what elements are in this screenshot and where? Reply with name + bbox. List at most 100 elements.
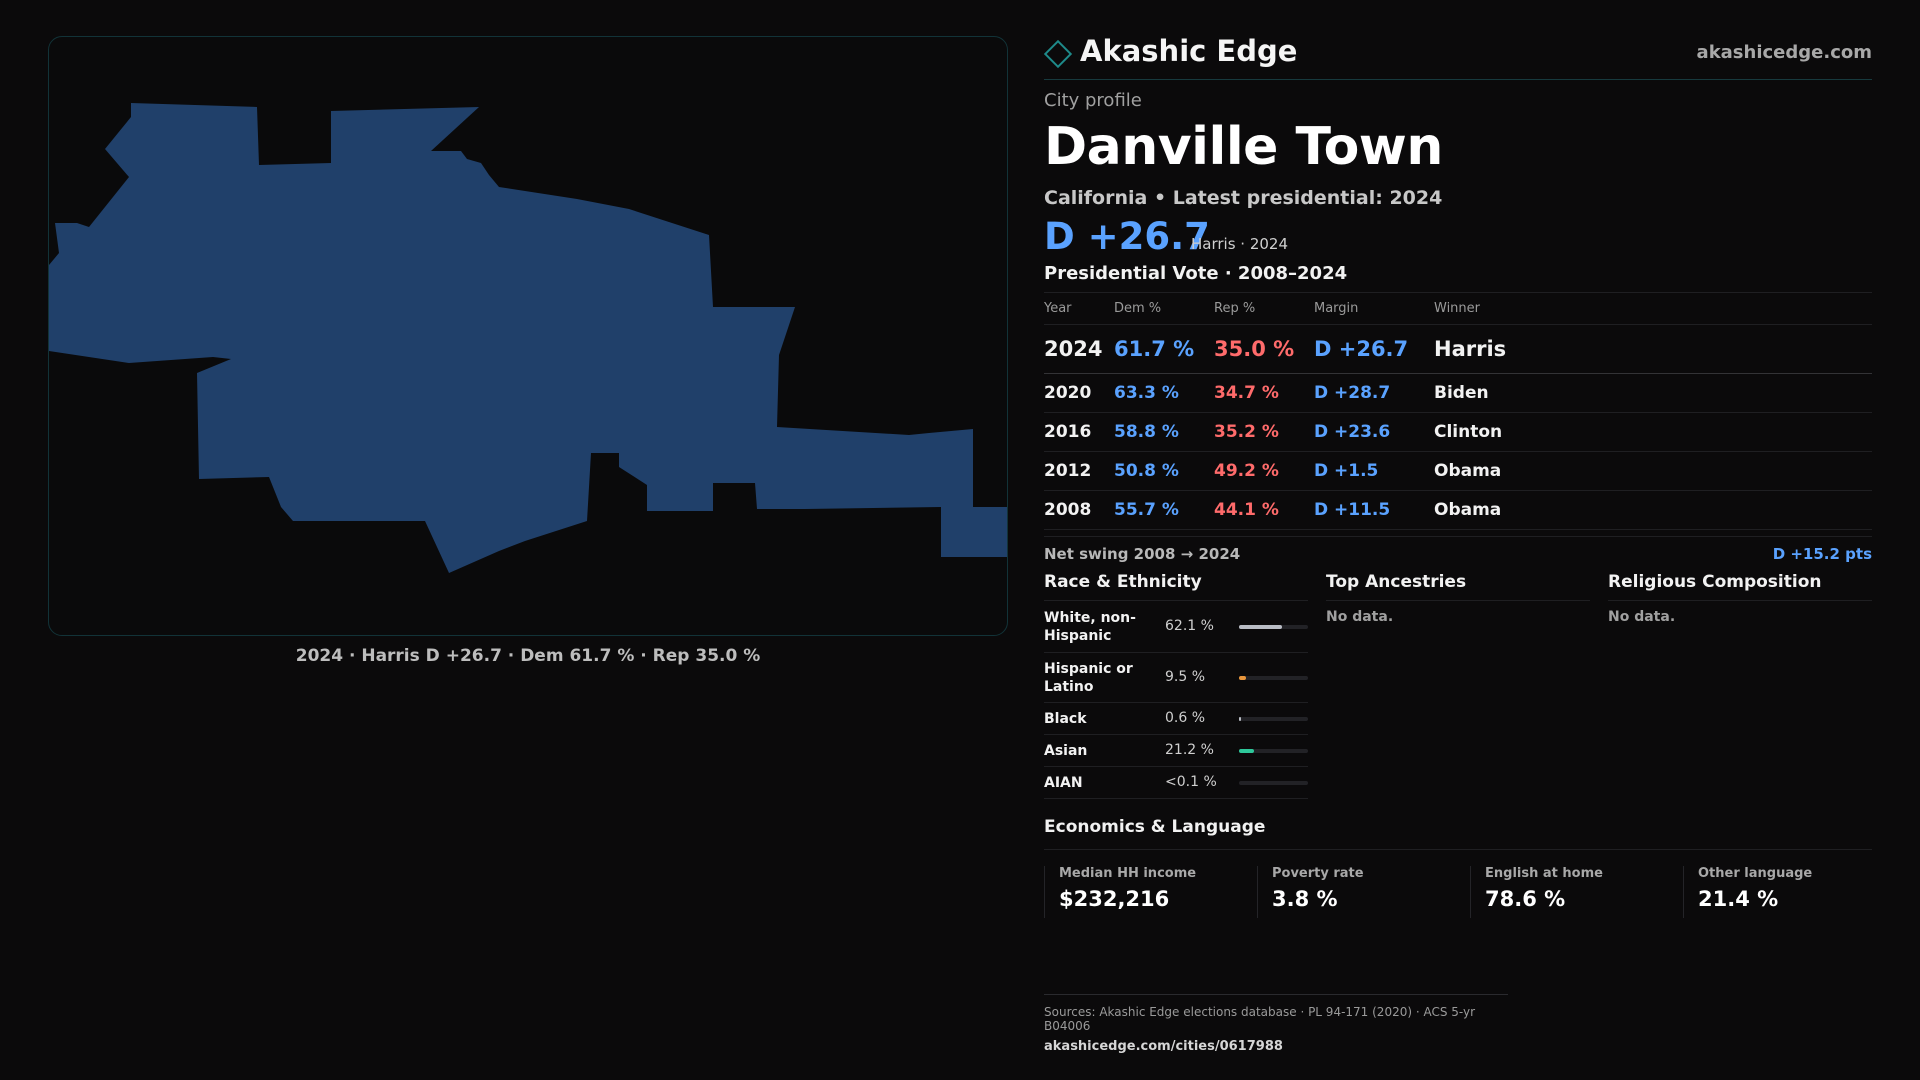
year-cell: 2008 xyxy=(1044,490,1114,530)
table-row: 2020 63.3 % 34.7 % D +28.7 Biden xyxy=(1044,373,1872,413)
brand-url-link[interactable]: akashicedge.com xyxy=(1696,42,1872,63)
rep-cell: 49.2 % xyxy=(1214,451,1314,491)
econ-cell-income: Median HH income $232,216 xyxy=(1044,866,1251,918)
margin-cell: D +23.6 xyxy=(1314,412,1434,452)
headline-margin-meta: Harris · 2024 xyxy=(1191,235,1289,253)
profile-panel: Akashic Edge akashicedge.com City profil… xyxy=(1043,30,1872,926)
dem-cell: 58.8 % xyxy=(1114,412,1214,452)
ancestries-section: Top Ancestries No data. xyxy=(1326,572,1590,625)
page-subtitle: California • Latest presidential: 2024 xyxy=(1044,187,1443,209)
race-row-asian: Asian 21.2 % xyxy=(1044,735,1308,767)
race-row-aian: AIAN <0.1 % xyxy=(1044,767,1308,799)
religion-title: Religious Composition xyxy=(1608,572,1872,601)
econ-value: 78.6 % xyxy=(1485,887,1566,911)
race-label: AIAN xyxy=(1044,775,1083,791)
brand-name: Akashic Edge xyxy=(1080,34,1298,68)
race-ethnicity-title: Race & Ethnicity xyxy=(1044,572,1308,601)
econ-cell-other-language: Other language 21.4 % xyxy=(1683,866,1890,918)
winner-cell: Biden xyxy=(1434,373,1872,413)
demographics-grid: Race & Ethnicity White, non-Hispanic 62.… xyxy=(1044,572,1872,817)
rep-cell: 34.7 % xyxy=(1214,373,1314,413)
year-cell: 2012 xyxy=(1044,451,1114,491)
brand-header: Akashic Edge akashicedge.com xyxy=(1043,30,1872,80)
presidential-section-title: Presidential Vote · 2008–2024 xyxy=(1044,263,1872,293)
religion-section: Religious Composition No data. xyxy=(1608,572,1872,625)
year-cell: 2024 xyxy=(1044,324,1114,374)
econ-value: 3.8 % xyxy=(1272,887,1338,911)
race-label: Asian xyxy=(1044,743,1088,759)
winner-cell: Obama xyxy=(1434,451,1872,491)
map-caption: 2024 · Harris D +26.7 · Dem 61.7 % · Rep… xyxy=(295,646,761,666)
headline-margin: D +26.7 Harris · 2024 xyxy=(1044,215,1872,261)
race-value: <0.1 % xyxy=(1165,774,1217,790)
rep-cell: 35.0 % xyxy=(1214,324,1314,374)
column-header-dem: Dem % xyxy=(1114,293,1214,325)
sources-footer: Sources: Akashic Edge elections database… xyxy=(1044,994,1508,1054)
economics-grid: Median HH income $232,216 Poverty rate 3… xyxy=(1044,866,1872,926)
margin-cell: D +28.7 xyxy=(1314,373,1434,413)
econ-cell-poverty: Poverty rate 3.8 % xyxy=(1257,866,1464,918)
rep-cell: 35.2 % xyxy=(1214,412,1314,452)
econ-cell-english: English at home 78.6 % xyxy=(1470,866,1677,918)
economics-title: Economics & Language xyxy=(1044,817,1872,850)
winner-cell: Clinton xyxy=(1434,412,1872,452)
econ-value: $232,216 xyxy=(1059,887,1170,911)
race-row-hispanic: Hispanic or Latino 9.5 % xyxy=(1044,653,1308,703)
race-bar-track xyxy=(1239,749,1308,753)
ancestries-empty: No data. xyxy=(1326,609,1394,625)
race-row-black: Black 0.6 % xyxy=(1044,703,1308,735)
winner-cell: Obama xyxy=(1434,490,1872,530)
presidential-vote-table: Year Dem % Rep % Margin Winner 2024 61.7… xyxy=(1044,293,1872,530)
margin-cell: D +1.5 xyxy=(1314,451,1434,491)
race-value: 62.1 % xyxy=(1165,618,1214,634)
dem-cell: 63.3 % xyxy=(1114,373,1214,413)
rep-cell: 44.1 % xyxy=(1214,490,1314,530)
table-row: 2012 50.8 % 49.2 % D +1.5 Obama xyxy=(1044,451,1872,491)
city-boundary-shape xyxy=(49,103,1007,573)
sources-text: Sources: Akashic Edge elections database… xyxy=(1044,1005,1476,1033)
page-title: Danville Town xyxy=(1044,117,1443,177)
diamond-logo-icon xyxy=(1043,39,1073,69)
race-value: 0.6 % xyxy=(1165,710,1206,726)
econ-label: Other language xyxy=(1698,866,1813,881)
margin-cell: D +26.7 xyxy=(1314,324,1434,374)
race-bar-track xyxy=(1239,625,1308,629)
ancestries-title: Top Ancestries xyxy=(1326,572,1590,601)
race-label: Black xyxy=(1044,711,1087,727)
column-header-margin: Margin xyxy=(1314,293,1434,325)
sources-url-link[interactable]: akashicedge.com/cities/0617988 xyxy=(1044,1039,1283,1054)
column-header-winner: Winner xyxy=(1434,293,1872,325)
dem-cell: 55.7 % xyxy=(1114,490,1214,530)
net-swing-value: D +15.2 pts xyxy=(1772,545,1872,563)
table-row: 2016 58.8 % 35.2 % D +23.6 Clinton xyxy=(1044,412,1872,452)
race-label: White, non-Hispanic xyxy=(1044,610,1136,644)
winner-cell: Harris xyxy=(1434,324,1872,374)
headline-margin-value: D +26.7 xyxy=(1044,215,1210,258)
race-bar-fill xyxy=(1239,676,1246,680)
race-bar-track xyxy=(1239,781,1308,785)
city-boundary-map xyxy=(48,36,1008,636)
dem-cell: 50.8 % xyxy=(1114,451,1214,491)
year-cell: 2016 xyxy=(1044,412,1114,452)
religion-empty: No data. xyxy=(1608,609,1676,625)
race-value: 21.2 % xyxy=(1165,742,1214,758)
dem-cell: 61.7 % xyxy=(1114,324,1214,374)
race-label: Hispanic or Latino xyxy=(1044,661,1133,695)
net-swing-row: Net swing 2008 → 2024 D +15.2 pts xyxy=(1044,536,1872,572)
column-header-rep: Rep % xyxy=(1214,293,1314,325)
econ-label: Poverty rate xyxy=(1272,866,1364,881)
econ-label: Median HH income xyxy=(1059,866,1197,881)
race-bar-track xyxy=(1239,717,1308,721)
race-row-white: White, non-Hispanic 62.1 % xyxy=(1044,601,1308,653)
econ-value: 21.4 % xyxy=(1698,887,1779,911)
map-svg xyxy=(49,103,1007,573)
year-cell: 2020 xyxy=(1044,373,1114,413)
margin-cell: D +11.5 xyxy=(1314,490,1434,530)
race-value: 9.5 % xyxy=(1165,669,1206,685)
table-header-row: Year Dem % Rep % Margin Winner xyxy=(1044,293,1872,325)
page-eyebrow: City profile xyxy=(1044,90,1142,111)
table-row: 2024 61.7 % 35.0 % D +26.7 Harris xyxy=(1044,324,1872,374)
race-bar-fill xyxy=(1239,717,1242,721)
table-row: 2008 55.7 % 44.1 % D +11.5 Obama xyxy=(1044,490,1872,530)
econ-label: English at home xyxy=(1485,866,1603,881)
